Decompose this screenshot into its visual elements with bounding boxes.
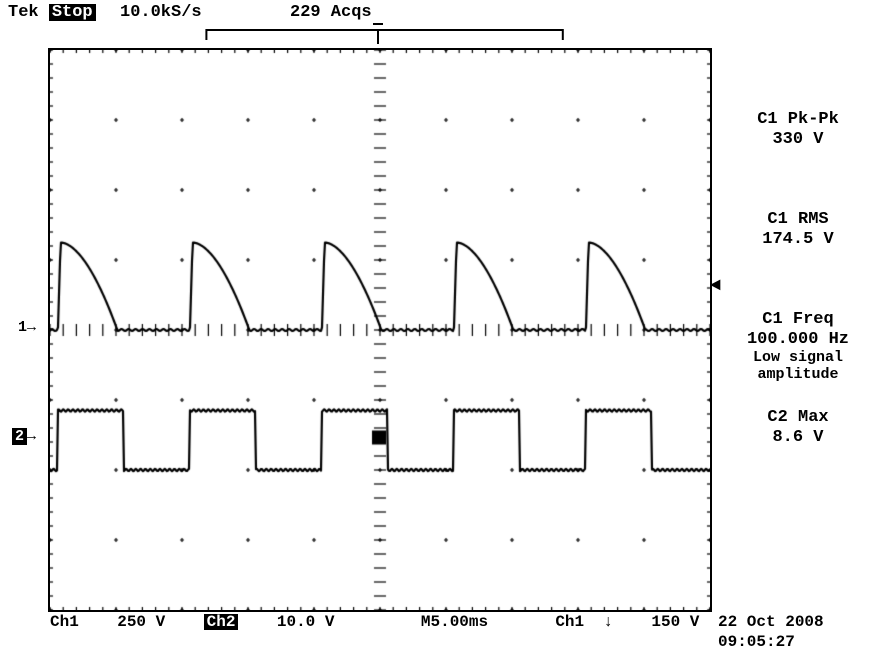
ch1-scale: 250 V — [117, 613, 165, 631]
trigger-level-marker: ◄ — [710, 276, 721, 296]
readout-3: C2 Max8.6 V — [718, 408, 878, 447]
readout-note: Low signalamplitude — [718, 349, 878, 384]
acqs-label: 229 Acqs — [290, 4, 372, 21]
footer-row: Ch1 250 V Ch2 10.0 V M5.00ms Ch1 ↓ 150 V — [50, 614, 699, 630]
readout-0: C1 Pk-Pk330 V — [718, 110, 878, 149]
timebase-label: M5.00ms — [421, 613, 488, 631]
date-label: 22 Oct 2008 — [718, 614, 824, 630]
readout-value: 8.6 V — [718, 428, 878, 448]
readout-1: C1 RMS174.5 V — [718, 210, 878, 249]
readout-title: C1 Freq — [718, 310, 878, 330]
trig-source-label: Ch1 — [555, 613, 584, 631]
ch1-label: Ch1 — [50, 613, 79, 631]
trig-level-label: 150 V — [651, 613, 699, 631]
waveform-canvas — [50, 50, 710, 610]
readout-2: C1 Freq100.000 HzLow signalamplitude — [718, 310, 878, 384]
readout-title: C1 Pk-Pk — [718, 110, 878, 130]
ch2-zero-marker: 2→ — [12, 428, 36, 445]
state-badge: Stop — [49, 4, 96, 21]
ch2-scale: 10.0 V — [277, 613, 335, 631]
sample-rate-label: 10.0kS/s — [120, 4, 202, 21]
time-label: 09:05:27 — [718, 634, 795, 650]
readout-value: 330 V — [718, 130, 878, 150]
brand-label: Tek Stop — [8, 4, 96, 21]
trig-slope-icon: ↓ — [603, 613, 613, 631]
readout-title: C2 Max — [718, 408, 878, 428]
readout-value: 100.000 Hz — [718, 330, 878, 350]
oscilloscope-grid — [48, 48, 712, 612]
readout-value: 174.5 V — [718, 230, 878, 250]
ch1-zero-marker: 1→ — [18, 319, 36, 336]
ch2-label: Ch2 — [204, 614, 239, 630]
readout-title: C1 RMS — [718, 210, 878, 230]
